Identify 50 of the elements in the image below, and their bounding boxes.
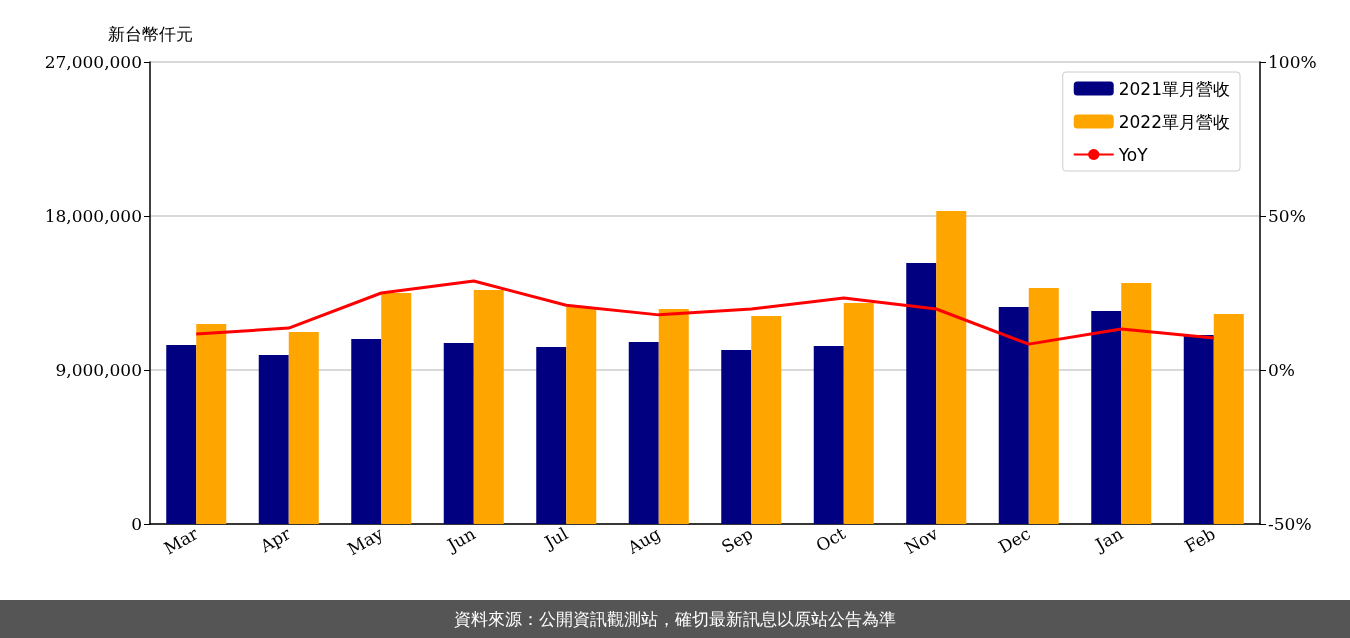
legend-label: 2021單月營收	[1118, 78, 1230, 99]
bar	[628, 341, 659, 524]
x-tick-label: Oct	[812, 523, 849, 556]
bar	[196, 323, 227, 524]
x-tick-label: Jan	[1090, 523, 1127, 556]
x-tick-label: Apr	[255, 522, 295, 557]
bar	[813, 346, 844, 524]
bar	[721, 349, 752, 524]
source-note: 資料來源：公開資訊觀測站，確切最新訊息以原站公告為準	[0, 600, 1350, 638]
legend-label: YoY	[1117, 144, 1149, 165]
y2-tick-label: -50%	[1268, 514, 1312, 534]
bar	[936, 211, 967, 524]
legend-label: 2022單月營收	[1118, 111, 1230, 132]
bar	[1091, 310, 1122, 524]
x-tick-label: Jun	[442, 523, 479, 556]
bar	[843, 302, 874, 524]
bar	[751, 315, 782, 524]
x-tick-label: Mar	[160, 522, 203, 559]
bar	[998, 307, 1029, 524]
bar	[288, 332, 319, 524]
x-tick-label: Nov	[901, 523, 942, 558]
line-series	[194, 279, 1216, 346]
x-tick-label: Jul	[539, 523, 572, 554]
bar	[906, 263, 937, 524]
bar	[1028, 288, 1059, 524]
y2-tick-label: 50%	[1268, 206, 1306, 226]
y2-tick-label: 100%	[1268, 52, 1317, 72]
y-tick-label: 0	[131, 514, 142, 534]
y-axis-title: 新台幣仟元	[107, 23, 193, 44]
x-tick-label: May	[344, 523, 387, 560]
x-tick-label: Feb	[1181, 523, 1219, 557]
y-tick-label: 9,000,000	[55, 360, 142, 380]
bar	[351, 339, 382, 524]
bar	[258, 354, 289, 524]
bar	[536, 347, 567, 524]
y-tick-label: 18,000,000	[44, 206, 142, 226]
bar	[566, 307, 597, 524]
bar	[658, 308, 689, 524]
bar	[1183, 334, 1214, 524]
y2-tick-label: 0%	[1268, 360, 1295, 380]
x-tick-label: Dec	[995, 523, 1034, 558]
bar	[1213, 314, 1244, 524]
x-tick-label: Aug	[623, 523, 664, 559]
y-tick-label: 27,000,000	[44, 52, 142, 72]
x-tick-label: Sep	[718, 523, 757, 557]
bar	[443, 342, 474, 524]
bar	[166, 345, 197, 524]
bar	[381, 293, 412, 524]
bar	[1121, 282, 1152, 524]
bar	[473, 289, 504, 524]
